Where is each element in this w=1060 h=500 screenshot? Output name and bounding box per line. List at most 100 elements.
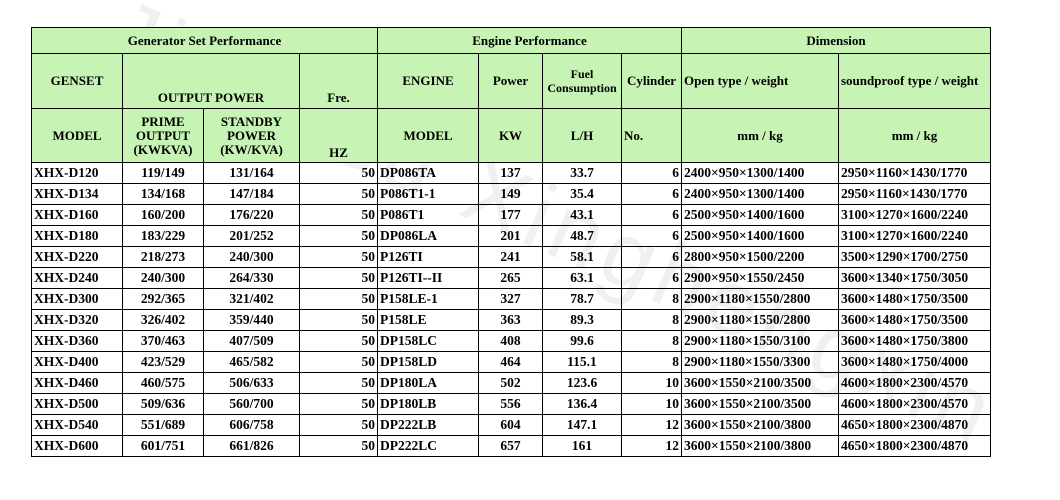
cell-fuel-consumption: 63.1 xyxy=(542,267,622,289)
cell-soundproof-dimension: 4600×1800×2300/4570 xyxy=(838,393,991,415)
engine-model-header: MODEL xyxy=(377,108,479,163)
cell-frequency: 50 xyxy=(299,225,378,247)
cell-power-kw: 241 xyxy=(478,246,543,268)
table-row: XHX-D240 240/300 264/330 50 P126TI--II 265 63.… xyxy=(31,267,991,289)
cell-cylinder: 12 xyxy=(621,414,682,436)
cell-soundproof-dimension: 4650×1800×2300/4870 xyxy=(838,435,991,457)
cell-fuel-consumption: 35.4 xyxy=(542,183,622,205)
group-generator-header: Generator Set Performance xyxy=(31,27,378,54)
cell-frequency: 50 xyxy=(299,183,378,205)
cell-genset-model: XHX-D400 xyxy=(31,351,123,373)
cell-fuel-consumption: 115.1 xyxy=(542,351,622,373)
cell-standby-power: 506/633 xyxy=(203,372,300,394)
cell-open-type-dimension: 2500×950×1400/1600 xyxy=(681,204,839,226)
cell-engine-model: DP158LC xyxy=(377,330,479,352)
cell-genset-model: XHX-D180 xyxy=(31,225,123,247)
soundproof-type-header: soundproof type / weight xyxy=(838,53,991,109)
cell-standby-power: 606/758 xyxy=(203,414,300,436)
cell-power-kw: 464 xyxy=(478,351,543,373)
table-row: XHX-D360 370/463 407/509 50 DP158LC 408 99.6 8 2… xyxy=(31,330,991,352)
group-header-row: Generator Set Performance Engine Perform… xyxy=(31,27,991,54)
standby-power-header: STANDBY POWER (KW/KVA) xyxy=(203,108,300,163)
engine-header: ENGINE xyxy=(377,53,479,109)
cell-power-kw: 408 xyxy=(478,330,543,352)
cell-standby-power: 264/330 xyxy=(203,267,300,289)
cell-soundproof-dimension: 4650×1800×2300/4870 xyxy=(838,414,991,436)
cell-soundproof-dimension: 2950×1160×1430/1770 xyxy=(838,162,991,184)
cell-fuel-consumption: 136.4 xyxy=(542,393,622,415)
cell-open-type-dimension: 3600×1550×2100/3800 xyxy=(681,435,839,457)
cell-standby-power: 201/252 xyxy=(203,225,300,247)
cell-genset-model: XHX-D220 xyxy=(31,246,123,268)
cell-standby-power: 407/509 xyxy=(203,330,300,352)
cell-prime-output: 240/300 xyxy=(122,267,204,289)
cell-fuel-consumption: 99.6 xyxy=(542,330,622,352)
cell-engine-model: DP222LC xyxy=(377,435,479,457)
cell-genset-model: XHX-D120 xyxy=(31,162,123,184)
cell-power-kw: 502 xyxy=(478,372,543,394)
cell-open-type-dimension: 3600×1550×2100/3500 xyxy=(681,372,839,394)
fuel-consumption-header: Fuel Consumption xyxy=(542,53,622,109)
fre-header: Fre. xyxy=(299,53,378,109)
cell-prime-output: 134/168 xyxy=(122,183,204,205)
cell-genset-model: XHX-D300 xyxy=(31,288,123,310)
cell-frequency: 50 xyxy=(299,435,378,457)
table-row: XHX-D500 509/636 560/700 50 DP180LB 556 136.4 1… xyxy=(31,393,991,415)
cell-engine-model: P086T1 xyxy=(377,204,479,226)
cell-prime-output: 460/575 xyxy=(122,372,204,394)
cell-engine-model: P126TI xyxy=(377,246,479,268)
cell-genset-model: XHX-D600 xyxy=(31,435,123,457)
spec-table-body: XHX-D120 119/149 131/164 50 DP086TA 137 33.7 6 2… xyxy=(31,162,991,457)
group-engine-header: Engine Performance xyxy=(377,27,682,54)
cell-genset-model: XHX-D160 xyxy=(31,204,123,226)
cell-frequency: 50 xyxy=(299,162,378,184)
table-row: XHX-D600 601/751 661/826 50 DP222LC 657 161 12 3… xyxy=(31,435,991,457)
cell-engine-model: DP086LA xyxy=(377,225,479,247)
cell-open-type-dimension: 2900×1180×1550/3300 xyxy=(681,351,839,373)
prime-output-header: PRIME OUTPUT (KWKVA) xyxy=(122,108,204,163)
cell-frequency: 50 xyxy=(299,351,378,373)
cell-frequency: 50 xyxy=(299,414,378,436)
cell-open-type-dimension: 2900×1180×1550/2800 xyxy=(681,288,839,310)
cell-power-kw: 363 xyxy=(478,309,543,331)
cell-fuel-consumption: 123.6 xyxy=(542,372,622,394)
cell-open-type-dimension: 2900×1180×1550/2800 xyxy=(681,309,839,331)
sub-header-row: GENSET OUTPUT POWER Fre. ENGINE Power Fu… xyxy=(31,53,991,109)
cell-engine-model: DP180LA xyxy=(377,372,479,394)
lh-header: L/H xyxy=(542,108,622,163)
power-header: Power xyxy=(478,53,543,109)
cell-engine-model: DP222LB xyxy=(377,414,479,436)
cell-fuel-consumption: 89.3 xyxy=(542,309,622,331)
group-dimension-header: Dimension xyxy=(681,27,991,54)
cell-open-type-dimension: 2500×950×1400/1600 xyxy=(681,225,839,247)
cell-engine-model: P086T1-1 xyxy=(377,183,479,205)
cell-open-type-dimension: 3600×1550×2100/3500 xyxy=(681,393,839,415)
cell-soundproof-dimension: 3600×1480×1750/4000 xyxy=(838,351,991,373)
cell-frequency: 50 xyxy=(299,330,378,352)
cell-open-type-dimension: 3600×1550×2100/3800 xyxy=(681,414,839,436)
table-row: XHX-D160 160/200 176/220 50 P086T1 177 43.1 6 25… xyxy=(31,204,991,226)
cell-cylinder: 6 xyxy=(621,246,682,268)
cell-cylinder: 6 xyxy=(621,162,682,184)
cell-prime-output: 601/751 xyxy=(122,435,204,457)
cell-soundproof-dimension: 3600×1340×1750/3050 xyxy=(838,267,991,289)
cell-cylinder: 6 xyxy=(621,267,682,289)
cell-prime-output: 292/365 xyxy=(122,288,204,310)
cell-cylinder: 6 xyxy=(621,225,682,247)
cylinder-no-header: No. xyxy=(621,108,682,163)
kw-header: KW xyxy=(478,108,543,163)
cell-cylinder: 10 xyxy=(621,393,682,415)
cell-prime-output: 509/636 xyxy=(122,393,204,415)
open-unit-header: mm / kg xyxy=(681,108,839,163)
cell-fuel-consumption: 161 xyxy=(542,435,622,457)
cell-open-type-dimension: 2900×1180×1550/3100 xyxy=(681,330,839,352)
model-header: MODEL xyxy=(31,108,123,163)
cell-genset-model: XHX-D240 xyxy=(31,267,123,289)
cell-engine-model: DP180LB xyxy=(377,393,479,415)
cell-power-kw: 556 xyxy=(478,393,543,415)
cell-frequency: 50 xyxy=(299,204,378,226)
cell-open-type-dimension: 2800×950×1500/2200 xyxy=(681,246,839,268)
cell-soundproof-dimension: 4600×1800×2300/4570 xyxy=(838,372,991,394)
table-row: XHX-D300 292/365 321/402 50 P158LE-1 327 78.7 8… xyxy=(31,288,991,310)
table-row: XHX-D180 183/229 201/252 50 DP086LA 201 48.7 6 2… xyxy=(31,225,991,247)
